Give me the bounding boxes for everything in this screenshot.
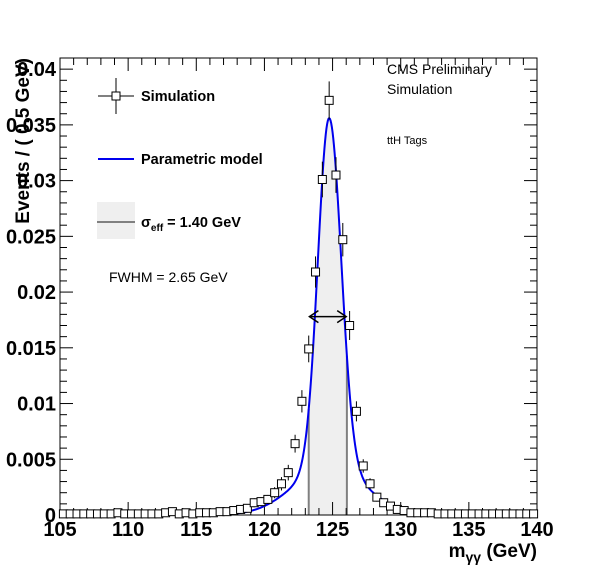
point-marker bbox=[331, 170, 341, 180]
data-point bbox=[276, 477, 286, 491]
data-point bbox=[242, 503, 252, 513]
fwhm-arrow-head-right bbox=[336, 309, 348, 324]
point-marker bbox=[270, 488, 280, 498]
point-marker bbox=[358, 461, 368, 471]
data-point bbox=[297, 390, 307, 413]
data-point bbox=[290, 434, 300, 453]
data-point bbox=[317, 161, 327, 198]
point-marker bbox=[372, 492, 382, 502]
data-point bbox=[345, 311, 355, 341]
legend-sigma-value: = 1.40 GeV bbox=[163, 215, 241, 231]
point-marker bbox=[324, 95, 334, 105]
legend-simulation-marker bbox=[111, 91, 121, 101]
data-point bbox=[283, 464, 293, 481]
point-marker bbox=[242, 503, 252, 513]
point-marker bbox=[283, 468, 293, 478]
legend: Simulation Parametric model σeff = 1.40 … bbox=[97, 78, 263, 239]
x-tick-label: 110 bbox=[112, 519, 144, 541]
y-axis-title: Events / ( 0.5 GeV) bbox=[13, 58, 34, 224]
point-marker bbox=[317, 174, 327, 184]
data-point bbox=[351, 401, 361, 422]
data-point bbox=[358, 459, 368, 473]
y-tick-label: 0.025 bbox=[6, 226, 56, 248]
point-marker bbox=[529, 509, 539, 519]
data-point bbox=[324, 81, 334, 120]
data-point bbox=[270, 487, 280, 499]
point-marker bbox=[345, 321, 355, 331]
fwhm-arrow bbox=[308, 309, 348, 324]
point-marker bbox=[290, 439, 300, 449]
legend-sigma-symbol: σ bbox=[141, 215, 151, 231]
x-tick-label: 120 bbox=[248, 519, 281, 541]
data-point bbox=[365, 478, 375, 490]
legend-sigma-subscript: eff bbox=[151, 223, 164, 234]
legend-sigma-box bbox=[97, 202, 135, 239]
category-label: ttH Tags bbox=[387, 135, 428, 147]
fwhm-arrow-head-left bbox=[308, 309, 319, 324]
data-point bbox=[338, 222, 348, 257]
point-marker bbox=[338, 235, 348, 245]
simulation-points bbox=[58, 81, 539, 519]
x-axis-title-subscript: γγ bbox=[465, 549, 481, 565]
y-tick-label: 0.02 bbox=[17, 282, 56, 304]
data-point bbox=[331, 157, 341, 193]
point-marker bbox=[297, 396, 307, 406]
data-point bbox=[372, 492, 382, 502]
point-marker bbox=[351, 406, 361, 416]
y-tick-label: 0.035 bbox=[6, 115, 56, 137]
x-axis-title: mγγ (GeV) bbox=[449, 541, 537, 565]
y-tick-label: 0 bbox=[45, 505, 56, 527]
point-marker bbox=[365, 479, 375, 489]
legend-sigma-label: σeff = 1.40 GeV bbox=[141, 215, 241, 234]
plot-frame bbox=[59, 57, 538, 516]
x-axis-title-unit: (GeV) bbox=[481, 541, 537, 562]
data-point bbox=[311, 256, 321, 288]
x-tick-label: 140 bbox=[520, 519, 553, 541]
data-point bbox=[202, 508, 212, 518]
y-tick-label: 0.005 bbox=[6, 449, 56, 471]
y-tick-label: 0.03 bbox=[17, 171, 56, 193]
y-axis-ticks: 0 0.005 0.01 0.015 0.02 0.025 0.03 0.035 0.04 bbox=[6, 57, 537, 527]
experiment-label: CMS Preliminary bbox=[387, 61, 492, 77]
fwhm-label: FWHM = 2.65 GeV bbox=[109, 269, 228, 285]
data-point bbox=[304, 335, 314, 363]
x-tick-label: 105 bbox=[43, 519, 76, 541]
data-point bbox=[474, 509, 484, 519]
y-tick-label: 0.04 bbox=[17, 59, 57, 81]
legend-simulation-label: Simulation bbox=[141, 89, 215, 105]
x-tick-label: 135 bbox=[452, 519, 485, 541]
x-axis-title-main: m bbox=[449, 541, 466, 562]
data-point bbox=[263, 494, 273, 504]
x-tick-label: 125 bbox=[316, 519, 349, 541]
sample-label: Simulation bbox=[387, 81, 452, 97]
data-point bbox=[529, 509, 539, 519]
point-marker bbox=[304, 344, 314, 354]
y-tick-label: 0.015 bbox=[6, 338, 56, 360]
legend-model-label: Parametric model bbox=[141, 152, 263, 168]
point-marker bbox=[263, 494, 273, 504]
x-tick-label: 115 bbox=[180, 519, 212, 541]
point-marker bbox=[311, 267, 321, 277]
y-tick-label: 0.01 bbox=[17, 394, 56, 416]
point-marker bbox=[276, 479, 286, 489]
x-tick-label: 130 bbox=[384, 519, 417, 541]
